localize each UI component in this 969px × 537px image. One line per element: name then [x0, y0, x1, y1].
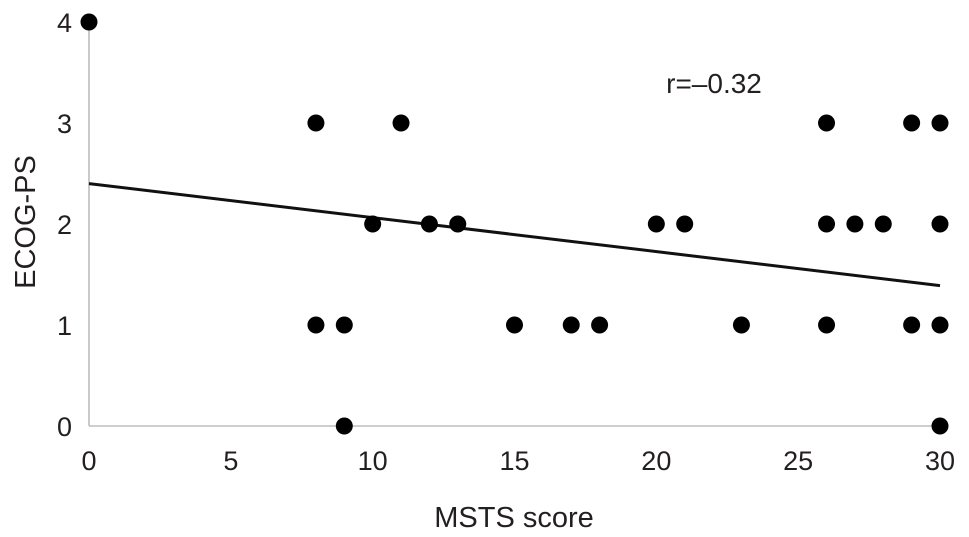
y-tick-label: 1 [57, 311, 72, 341]
trend-line-group [88, 182, 941, 288]
x-tick-label: 15 [499, 446, 529, 476]
x-tick-label: 5 [223, 446, 238, 476]
y-axis-title: ECOG-PS [10, 155, 42, 289]
y-tick-label: 0 [57, 412, 72, 442]
data-point [364, 215, 382, 233]
x-tick-label: 25 [783, 446, 813, 476]
data-point [818, 114, 836, 132]
data-point [392, 114, 410, 132]
x-tick-label: 0 [81, 446, 96, 476]
data-point [874, 215, 892, 233]
data-point [931, 417, 949, 435]
data-point [903, 114, 921, 132]
data-point [818, 215, 836, 233]
data-points [80, 13, 949, 435]
data-point [818, 316, 836, 334]
y-tick-labels: 0 1 2 3 4 [57, 8, 72, 442]
data-point [506, 316, 523, 334]
data-point [676, 215, 694, 233]
data-point [80, 13, 98, 31]
x-tick-label: 20 [641, 446, 671, 476]
y-tick-label: 2 [57, 210, 72, 240]
trend-line [88, 182, 941, 288]
data-point [647, 215, 665, 233]
x-tick-labels: 0 5 10 15 20 25 30 [81, 446, 955, 476]
data-point [732, 316, 750, 334]
data-point [335, 316, 353, 334]
data-point [931, 215, 949, 233]
axes [88, 18, 940, 427]
data-point [420, 215, 438, 233]
correlation-annotation: r=–0.32 [666, 68, 762, 99]
data-point [307, 316, 325, 334]
data-point [591, 316, 609, 334]
data-point [562, 316, 580, 334]
data-point [449, 215, 467, 233]
data-point [335, 417, 353, 435]
data-point [307, 114, 325, 132]
x-tick-label: 10 [358, 446, 388, 476]
y-tick-label: 3 [57, 109, 72, 139]
data-point [846, 215, 864, 233]
y-tick-label: 4 [57, 8, 72, 38]
x-tick-label: 30 [925, 446, 955, 476]
data-point [931, 316, 949, 334]
data-point [903, 316, 921, 334]
data-point [931, 114, 949, 132]
x-axis-title: MSTS score [434, 502, 594, 534]
